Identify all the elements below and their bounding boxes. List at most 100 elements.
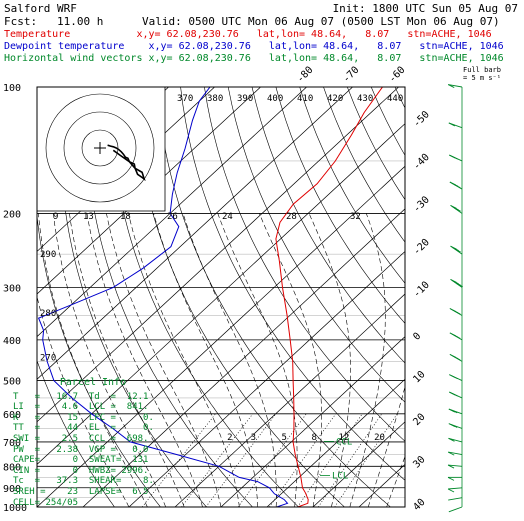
theta-label: 440 <box>387 94 403 104</box>
isotherm-label: -10 <box>411 280 432 301</box>
mixing-ratio-line <box>181 413 254 507</box>
parcel-info-row: CIN = 0 HWBZ= 2996. <box>13 465 149 476</box>
theta-label: 370 <box>177 94 193 104</box>
wind-barb-flag <box>451 424 458 428</box>
wind-barb-flag <box>448 437 455 442</box>
wind-barb-flag <box>454 207 461 212</box>
parcel-info-row: LI = 4.6 LCL = 841. <box>13 402 149 413</box>
parcel-info-rows: T = 16.7 Td = 12.1 LI = 4.6 LCL = 841. K =… <box>13 392 173 509</box>
wind-barb-flag <box>447 476 455 481</box>
isotherm-line <box>37 87 399 423</box>
forecast-hour: Fcst: 11.00 h <box>4 15 104 28</box>
height-label: 290 <box>40 250 56 260</box>
wind-barb-flag <box>451 155 458 160</box>
parcel-info-row: K = 15 LFC = 0. <box>13 412 154 423</box>
wind-barb <box>448 437 463 443</box>
moist-adiabat <box>106 213 222 507</box>
isotherm-label: -40 <box>411 152 432 173</box>
moist-adiabat <box>86 213 203 507</box>
mixing-ratio-label: 8 <box>312 433 317 443</box>
legend-dewpoint: Dewpoint temperature x,y= 62.08,230.76 l… <box>4 41 504 52</box>
wind-barb-flag <box>447 488 455 493</box>
marker-label-lcl: LCL <box>332 471 348 481</box>
pressure-tick-label: 200 <box>3 209 21 220</box>
theta-e-label: 18 <box>120 212 131 222</box>
moist-adiabat <box>182 213 277 507</box>
mixing-ratio-line <box>141 413 216 507</box>
isotherm-line <box>37 87 261 295</box>
mixing-ratio-label: 5 <box>282 433 287 443</box>
theta-e-label: 9 <box>53 212 58 222</box>
moist-adiabat <box>367 385 405 507</box>
isotherm-label: -20 <box>411 237 432 258</box>
moist-adiabat <box>53 213 167 507</box>
wind-barb-flag <box>456 283 463 288</box>
legend-temperature: Temperature x,y= 62.08,230.76 lat,lon= 4… <box>4 29 492 40</box>
dry-adiabat <box>394 87 405 109</box>
series-line-dewpoint-temperature <box>37 87 289 507</box>
wind-barb-flag <box>447 464 455 469</box>
dry-adiabat <box>59 87 207 507</box>
moist-adiabat <box>259 213 322 507</box>
pressure-tick-label: 700 <box>3 438 21 449</box>
parcel-info-row: CELL= 254/05 <box>13 497 79 508</box>
hodograph-ring <box>81 129 119 167</box>
isotherm-line <box>82 208 405 507</box>
marker-label-ccl: CCL <box>336 437 352 447</box>
wind-barb <box>448 84 463 88</box>
isotherm-line <box>37 165 405 507</box>
init-time: Init: 1800 UTC Sun 05 Aug 07 <box>332 2 518 15</box>
isotherm-label: 40 <box>411 497 427 513</box>
dry-adiabat <box>275 87 405 324</box>
isotherm-label: 30 <box>411 454 427 470</box>
valid-time: Valid: 0500 UTC Mon 06 Aug 07 (0500 LST … <box>142 15 500 28</box>
pressure-tick-label: 300 <box>3 283 21 294</box>
moist-adiabat <box>37 295 130 507</box>
hodograph-frame <box>36 86 166 212</box>
mixing-ratio-line <box>205 413 277 507</box>
isotherm-label: -60 <box>387 65 408 86</box>
moist-adiabat <box>217 213 298 507</box>
dry-adiabat <box>419 87 524 507</box>
wind-barb-flag <box>454 248 461 253</box>
dry-adiabat <box>467 87 524 507</box>
theta-label: 390 <box>237 94 253 104</box>
mixing-ratio-label: 3 <box>251 433 256 443</box>
legend-wind: Horizontal wind vectors x,y= 62.08,230.7… <box>4 53 504 64</box>
parcel-info-row: SREH = 23 LAPSE= 6.5 <box>13 486 149 497</box>
model-name: Salford WRF <box>4 2 77 15</box>
dry-adiabat <box>490 87 524 507</box>
wind-barb-flag <box>448 451 455 456</box>
mixing-ratio-line <box>269 413 337 507</box>
dry-adiabat <box>108 87 299 507</box>
pressure-tick-label: 800 <box>3 462 21 473</box>
height-label: 280 <box>40 309 56 319</box>
dry-adiabat <box>514 87 524 507</box>
wind-barb-flag <box>451 409 458 414</box>
isotherm-label: -80 <box>295 65 316 86</box>
wind-barb-flag <box>454 334 461 339</box>
pressure-tick-label: 100 <box>3 83 21 94</box>
wind-barb-flag <box>451 392 458 397</box>
isotherm-label: -30 <box>411 194 432 215</box>
mixing-ratio-line <box>334 413 398 507</box>
moist-adiabat <box>69 213 185 507</box>
wind-barb-flag <box>454 184 461 188</box>
moist-adiabat <box>308 213 351 507</box>
pressure-tick-label: 500 <box>3 377 21 388</box>
dry-adiabat <box>204 87 405 442</box>
mixing-ratio-lines <box>141 413 398 507</box>
theta-label: 400 <box>267 94 283 104</box>
dry-adiabat <box>251 87 405 364</box>
isotherm-line <box>404 506 405 507</box>
moist-adiabat <box>38 213 148 507</box>
dry-adiabat <box>227 87 405 403</box>
moist-adiabat <box>349 213 386 507</box>
isotherm-line <box>128 250 405 507</box>
hodograph-ring <box>45 93 155 203</box>
isotherm-line <box>312 421 405 507</box>
pressure-tick-label: 1000 <box>3 503 27 514</box>
pressure-tick-label: 400 <box>3 336 21 347</box>
moist-adiabat <box>128 213 240 507</box>
isotherm-line <box>358 463 405 507</box>
